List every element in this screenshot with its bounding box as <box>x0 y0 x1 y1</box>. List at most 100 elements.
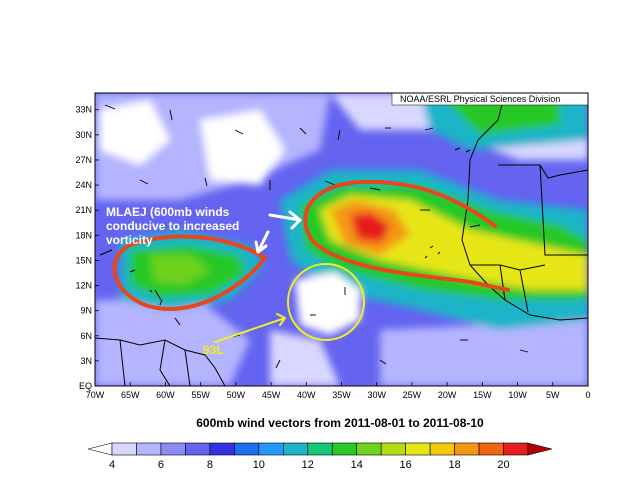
caribbean-islands <box>99 249 181 326</box>
longitude-tick-label: 40W <box>297 390 316 400</box>
mlaej-arrow-west <box>254 230 270 254</box>
wind-vectors <box>104 104 529 369</box>
colorbar-swatch <box>160 442 186 456</box>
lowwind-region-se <box>380 320 588 386</box>
figure-caption: 600mb wind vectors from 2011-08-01 to 20… <box>196 416 484 430</box>
longitude-axis: 70W 65W 60W 55W 50W 45W 40W 35W 30W 25W 20W 15W 10W 5… <box>86 382 591 400</box>
latitude-tick-label: 24N <box>75 180 92 190</box>
colorbar <box>87 442 553 456</box>
longitude-tick-label: 30W <box>367 390 386 400</box>
west-africa-borders <box>470 264 546 313</box>
longitude-tick-label: 35W <box>332 390 351 400</box>
mlaej-text-line-1: MLAEJ (600mb winds <box>106 205 230 219</box>
wind-vector <box>234 129 244 135</box>
longitude-tick-label: 55W <box>191 390 210 400</box>
mlaej-arrow-east <box>268 210 302 230</box>
colorbar-swatch <box>282 442 309 456</box>
credit-box <box>391 93 588 106</box>
colorbar-swatch <box>185 442 211 456</box>
colorbar-swatch <box>429 442 455 456</box>
longitude-tick-label: 20W <box>438 390 457 400</box>
colorbar-swatch <box>209 442 235 456</box>
colorbar-swatch <box>405 442 431 456</box>
sahara-border-2 <box>539 164 588 256</box>
longitude-tick-label: 60W <box>156 390 175 400</box>
longitude-tick-label: 45W <box>262 390 281 400</box>
colorbar-tick-label: 4 <box>109 459 115 471</box>
wind-vector <box>519 349 529 353</box>
colorbar-swatch <box>356 442 382 456</box>
south-america-coastline <box>95 337 226 386</box>
wind-vector <box>169 109 173 121</box>
latitude-tick-label: 18N <box>75 230 92 240</box>
south-america-borders <box>119 339 191 386</box>
storm-93l-label: 93L <box>203 343 224 357</box>
longitude-tick-label: 5W <box>546 390 560 400</box>
colorbar-tick-label: 12 <box>302 459 314 471</box>
colorbar-min-triangle <box>87 442 113 456</box>
mlaej-east-contour <box>303 179 510 292</box>
africa-coastline <box>461 93 588 321</box>
wind-vector <box>139 179 149 185</box>
longitude-tick-label: 0 <box>585 390 590 400</box>
colorbar-swatch <box>307 442 333 456</box>
wind-vector <box>379 359 387 365</box>
coastlines <box>95 93 588 386</box>
calm-region-south <box>270 330 340 386</box>
wind-vector <box>469 224 481 228</box>
latitude-tick-label: 6N <box>80 331 92 341</box>
colorbar-tick-label: 16 <box>400 459 412 471</box>
latitude-tick-label: 21N <box>75 205 92 215</box>
colorbar-swatch <box>111 442 137 456</box>
latitude-tick-label: 9N <box>80 306 92 316</box>
wind-vector <box>104 104 116 110</box>
colorbar-swatch <box>258 442 284 456</box>
storm-93l-arrow <box>214 313 286 343</box>
map-plot-area: MLAEJ (600mb winds conducive to increase… <box>95 93 588 386</box>
latitude-tick-label: EQ <box>79 381 92 391</box>
wind-vector <box>204 177 208 187</box>
longitude-tick-label: 65W <box>121 390 140 400</box>
longitude-tick-label: 10W <box>508 390 527 400</box>
latitude-tick-label: 12N <box>75 281 92 291</box>
colorbar-tick-label: 18 <box>448 459 460 471</box>
colorbar-max-triangle <box>527 442 553 456</box>
colorbar-labels: 4 6 8 10 12 14 16 18 20 <box>109 459 510 471</box>
wind-vector <box>337 129 341 141</box>
wind-vector <box>299 127 307 135</box>
longitude-tick-label: 25W <box>403 390 422 400</box>
wind-vector <box>275 359 281 369</box>
colorbar-tick-label: 14 <box>351 459 363 471</box>
colorbar-swatch <box>234 442 260 456</box>
wind-vector <box>424 127 434 131</box>
sahara-border <box>498 164 588 179</box>
latitude-tick-label: 27N <box>75 155 92 165</box>
colorbar-swatch <box>380 442 406 456</box>
colorbar-tick-label: 10 <box>253 459 265 471</box>
west-jet-lightgreen <box>150 255 210 285</box>
mlaej-annotation: MLAEJ (600mb winds conducive to increase… <box>106 205 239 247</box>
latitude-tick-label: 3N <box>80 356 92 366</box>
colorbar-swatch <box>503 442 529 456</box>
colorbar-tick-label: 20 <box>497 459 509 471</box>
calm-region-93l <box>295 272 360 335</box>
mlaej-west-contour <box>112 234 267 311</box>
colorbar-swatch <box>136 442 162 456</box>
latitude-axis: 33N 30N 27N 24N 21N 18N 15N 12N 9N 6N 3N EQ <box>75 105 99 391</box>
credit-text: NOAA/ESRL Physical Sciences Division <box>400 94 560 104</box>
wind-vector <box>324 180 336 186</box>
colorbar-swatch <box>478 442 504 456</box>
colorbar-tick-label: 8 <box>207 459 213 471</box>
cape-verde-islands <box>424 245 441 259</box>
latitude-tick-label: 33N <box>75 105 92 115</box>
longitude-tick-label: 50W <box>227 390 246 400</box>
latitude-tick-label: 30N <box>75 130 92 140</box>
canary-islands <box>454 147 471 153</box>
wind-vector <box>369 187 381 191</box>
annotation-contours <box>112 179 510 343</box>
lowwind-region-sw <box>95 300 250 386</box>
jet-core-red <box>350 212 390 242</box>
colorbar-swatch <box>454 442 480 456</box>
mlaej-text-line-2: conducive to increased <box>106 219 239 233</box>
mlaej-text-line-3: vorticity <box>106 233 153 247</box>
